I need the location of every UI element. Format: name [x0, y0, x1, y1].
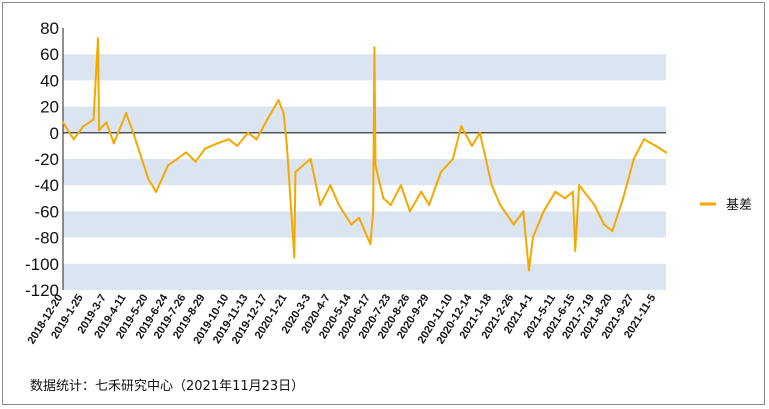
y-tick-label: -60 — [34, 202, 59, 221]
grid-bands — [63, 54, 666, 290]
data-point — [147, 177, 150, 180]
y-tick-label: -20 — [34, 150, 59, 169]
data-point — [112, 142, 115, 145]
legend-label-basis: 基差 — [726, 197, 752, 212]
data-point — [125, 112, 128, 115]
data-point — [246, 131, 250, 134]
plot-area — [61, 37, 668, 272]
data-point — [282, 112, 285, 115]
data-point — [408, 210, 412, 213]
data-point — [301, 164, 304, 167]
data-point — [227, 138, 230, 141]
y-tick-label: 20 — [40, 98, 59, 117]
data-point — [92, 118, 95, 121]
grid-band — [63, 54, 666, 81]
data-point — [369, 243, 372, 246]
data-point — [654, 144, 657, 147]
y-tick-label: -40 — [34, 176, 59, 195]
data-point — [427, 203, 431, 206]
data-point — [204, 147, 207, 150]
data-point — [470, 144, 474, 147]
data-point — [132, 134, 136, 137]
x-axis: 2018-12-202019-1-252019-3-72019-4-112019… — [26, 291, 659, 346]
data-point — [399, 184, 402, 187]
data-point — [337, 203, 340, 206]
data-point — [319, 203, 322, 206]
data-point — [571, 190, 575, 193]
data-point — [350, 223, 353, 226]
source-note: 数据统计：七禾研究中心（2021年11月23日） — [30, 379, 305, 394]
data-point — [266, 118, 269, 121]
data-point — [236, 144, 239, 147]
grid-band — [63, 263, 666, 290]
data-point — [611, 229, 614, 233]
data-point — [82, 125, 85, 128]
data-point — [542, 210, 545, 213]
data-point — [372, 210, 375, 213]
series-line-basis — [62, 37, 667, 272]
data-point — [255, 138, 258, 141]
data-point — [277, 98, 280, 102]
data-point — [622, 197, 625, 200]
data-point — [373, 46, 376, 49]
data-point — [154, 190, 158, 193]
data-point — [460, 125, 463, 128]
data-point — [642, 138, 646, 141]
data-point — [309, 157, 312, 161]
data-point — [420, 190, 423, 193]
data-point — [632, 157, 635, 161]
data-point — [522, 210, 525, 213]
data-point — [382, 197, 385, 200]
data-point — [294, 171, 297, 174]
data-point — [451, 157, 454, 161]
data-point — [175, 157, 179, 161]
data-point — [478, 131, 481, 134]
y-tick-label: -100 — [25, 255, 59, 274]
data-point — [72, 138, 75, 141]
data-point — [512, 223, 515, 226]
data-point — [527, 269, 531, 272]
data-point — [602, 223, 606, 226]
data-point — [374, 164, 377, 167]
data-point — [285, 144, 289, 147]
data-point — [194, 160, 197, 163]
data-point — [105, 121, 108, 124]
data-point — [293, 256, 296, 259]
data-point — [329, 184, 332, 187]
chart-frame — [2, 2, 765, 405]
data-point — [98, 129, 101, 132]
data-point — [578, 184, 581, 187]
data-point — [358, 216, 361, 220]
data-point — [389, 203, 392, 206]
y-tick-label: 0 — [50, 124, 59, 143]
data-point — [439, 171, 443, 174]
data-point — [499, 203, 502, 206]
data-point — [166, 164, 170, 167]
data-point — [61, 121, 65, 124]
data-point — [490, 184, 493, 187]
data-point — [574, 249, 577, 252]
y-tick-label: -120 — [25, 281, 59, 300]
data-point — [593, 203, 596, 206]
grid-band — [63, 159, 666, 186]
y-tick-label: 40 — [40, 71, 59, 90]
y-axis: 80 60 40 20 0 -20 -40 -60 -80 -100 -120 — [25, 19, 666, 300]
data-point — [531, 236, 534, 239]
legend: 基差 — [700, 197, 752, 212]
y-tick-label: 80 — [40, 19, 59, 38]
y-tick-label: -80 — [34, 229, 59, 248]
data-point — [216, 142, 219, 145]
data-point — [664, 151, 668, 154]
y-tick-label: 60 — [40, 45, 59, 64]
grid-band — [63, 106, 666, 133]
data-point — [184, 151, 188, 154]
data-point — [96, 37, 100, 40]
data-point — [563, 197, 567, 200]
grid-band — [63, 211, 666, 238]
data-point — [554, 190, 557, 193]
